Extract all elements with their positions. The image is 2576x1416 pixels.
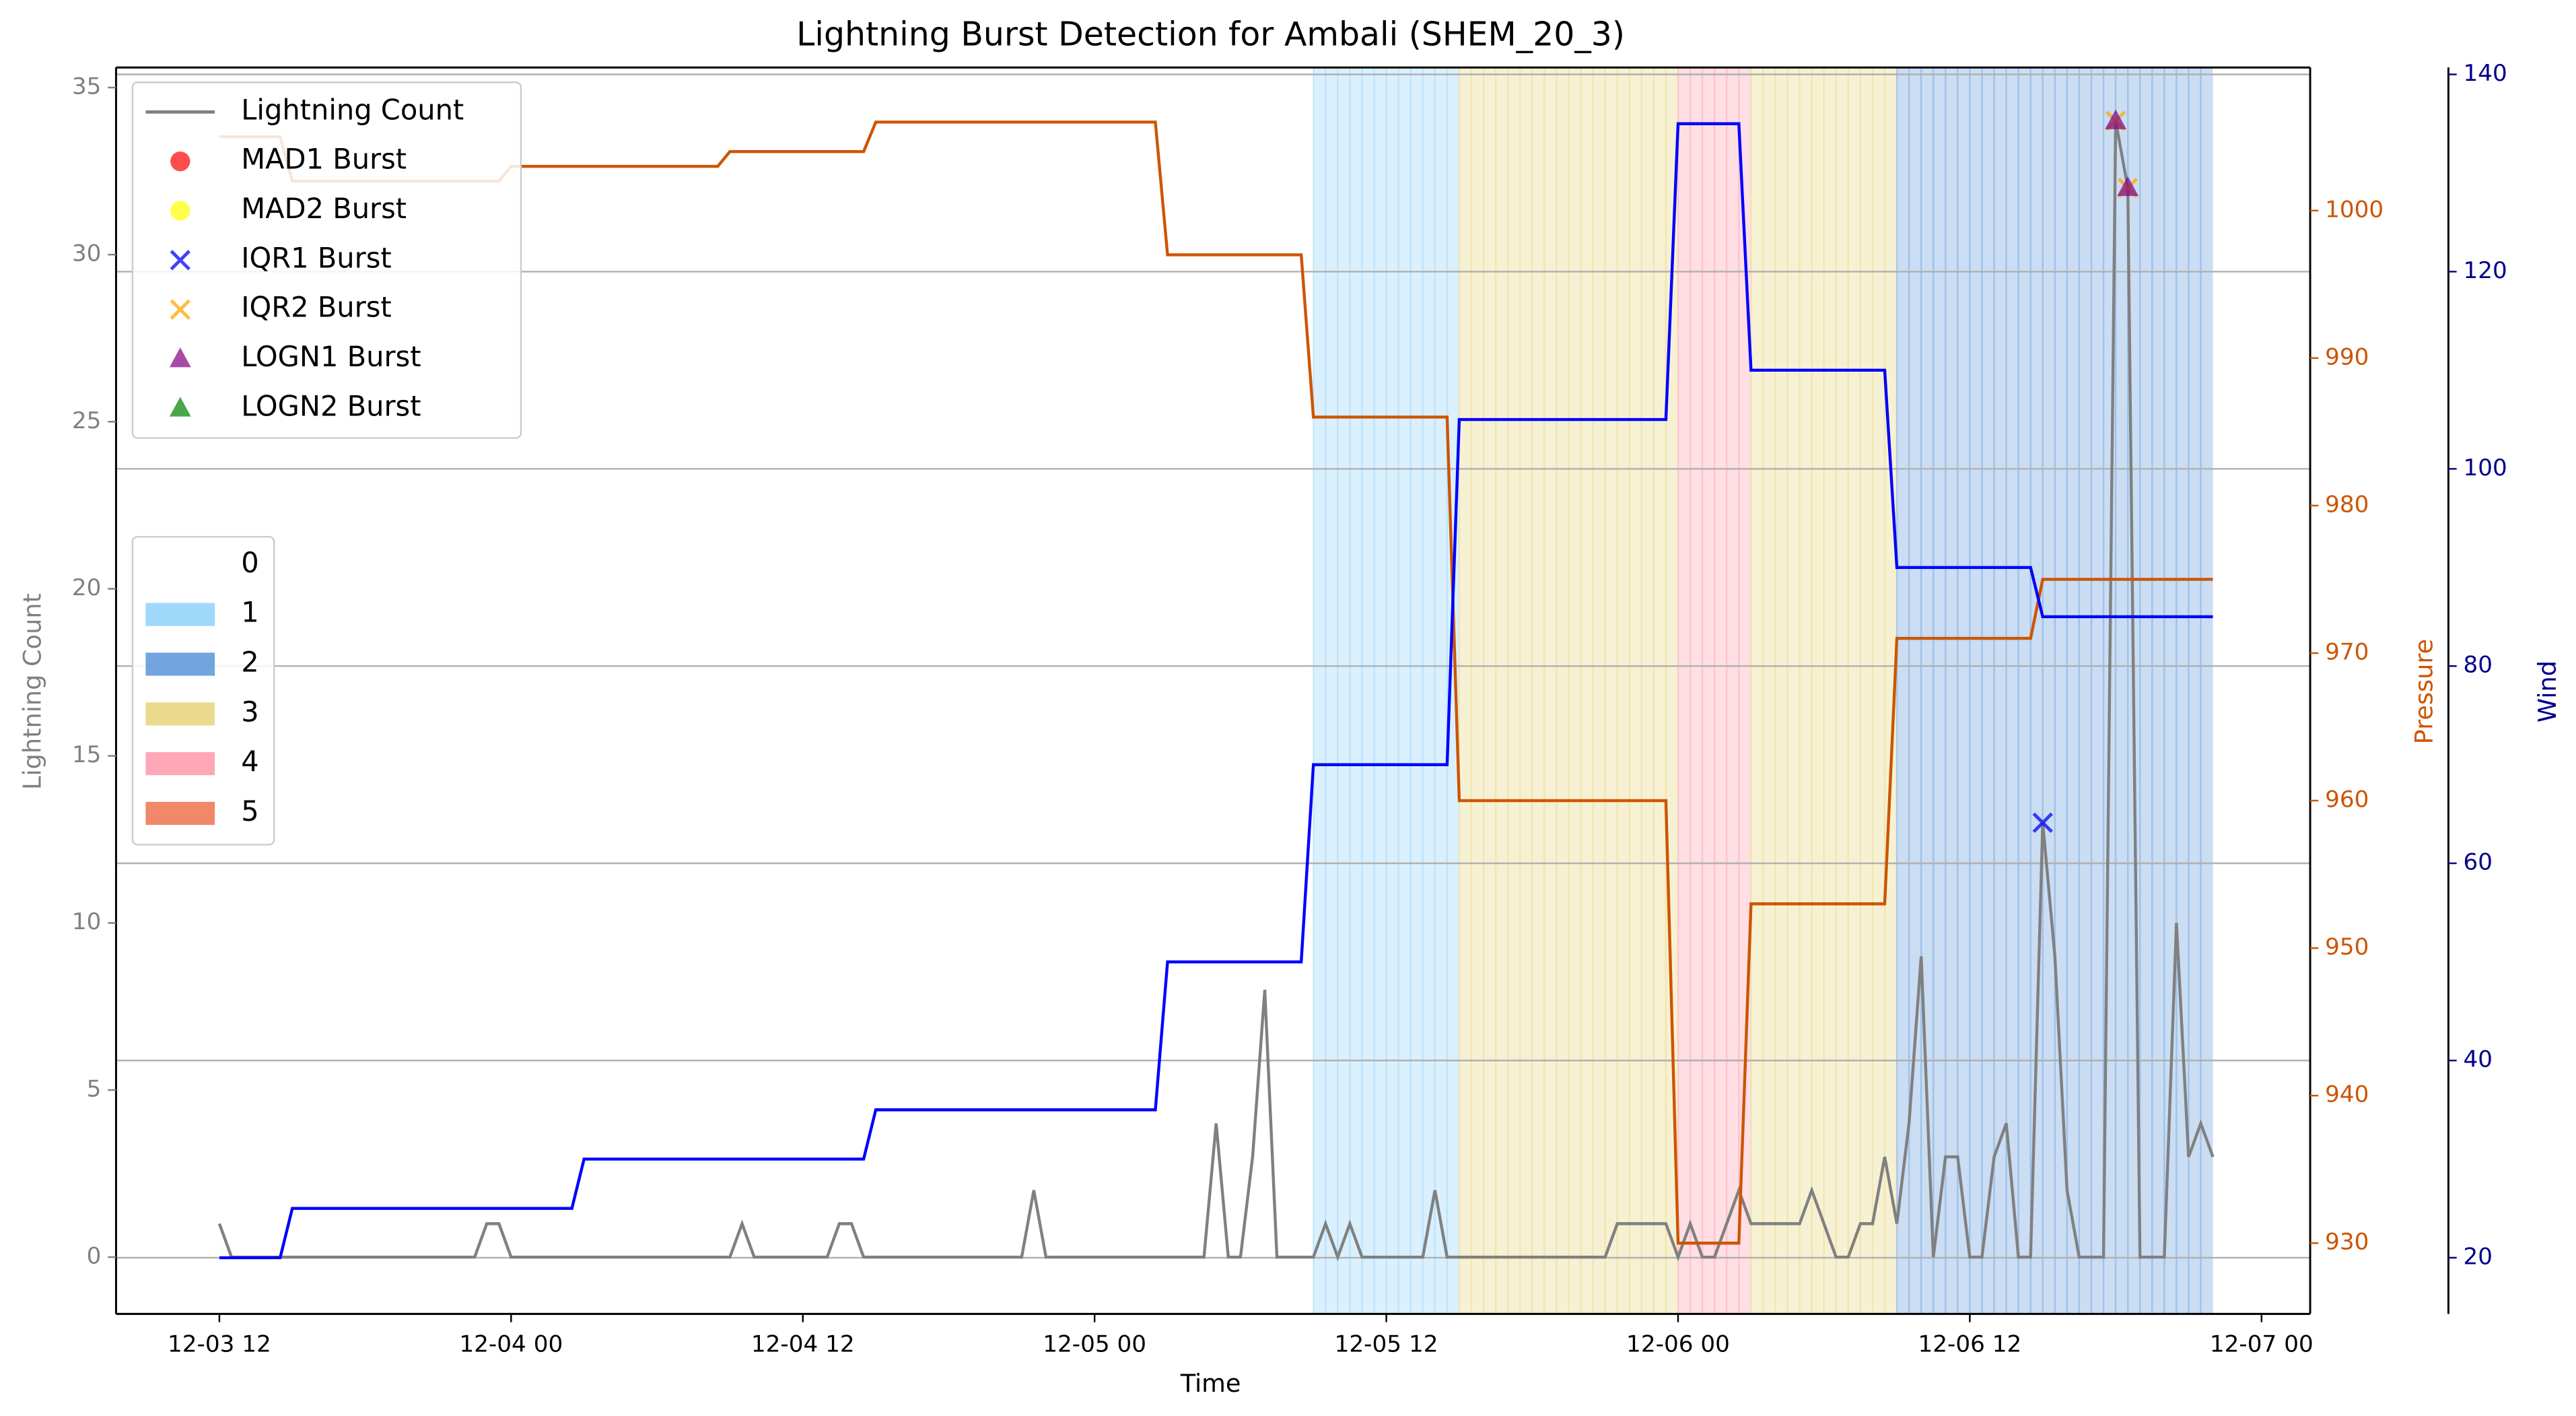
legend-label: 4 <box>241 745 258 778</box>
y-tick-label: 35 <box>72 73 102 100</box>
y-tick-label: 20 <box>72 574 102 601</box>
y3-tick-label: 40 <box>2463 1046 2493 1073</box>
y2-tick-label: 960 <box>2325 786 2369 813</box>
y-tick-label: 10 <box>72 908 102 935</box>
y2-tick-label: 930 <box>2325 1229 2369 1256</box>
y2-axis-label: Pressure <box>2410 639 2439 745</box>
category-band <box>1751 67 1898 1314</box>
legend-label: LOGN1 Burst <box>241 340 421 373</box>
legend-swatch <box>145 553 215 576</box>
y3-axis-label: Wind <box>2533 661 2562 722</box>
legend-swatch <box>145 801 215 825</box>
legend-label: MAD1 Burst <box>241 143 407 176</box>
x-tick-label: 12-03 12 <box>168 1330 271 1357</box>
legend-label: 1 <box>241 596 258 629</box>
chart-title: Lightning Burst Detection for Ambali (SH… <box>796 15 1625 53</box>
y3-tick-label: 80 <box>2463 652 2493 679</box>
legend-label: MAD2 Burst <box>241 192 407 225</box>
legend-swatch <box>169 397 191 417</box>
x-tick-label: 12-05 00 <box>1043 1330 1146 1357</box>
category-bands <box>1313 67 2213 1314</box>
legend-swatch <box>170 201 190 221</box>
legend-swatch <box>170 299 190 320</box>
x-tick-label: 12-04 00 <box>459 1330 563 1357</box>
x-axis-label: Time <box>1180 1369 1241 1398</box>
legend-swatch <box>145 652 215 676</box>
legend-swatch <box>170 250 190 271</box>
legend-swatch <box>145 603 215 626</box>
category-band <box>1677 67 1751 1314</box>
y2-tick-label: 980 <box>2325 491 2369 518</box>
y2-tick-label: 940 <box>2325 1081 2369 1108</box>
y3-tick-label: 120 <box>2463 257 2507 284</box>
category-band <box>1313 67 1459 1314</box>
y2-tick-label: 1000 <box>2325 196 2383 223</box>
category-band <box>1897 67 2213 1314</box>
legend-box <box>131 81 522 439</box>
y2-tick-label: 950 <box>2325 934 2369 961</box>
legend-swatch <box>145 752 215 776</box>
x-tick-label: 12-06 00 <box>1626 1330 1730 1357</box>
legend-label: LOGN2 Burst <box>241 389 421 422</box>
y-axis-label: Lightning Count <box>18 593 47 790</box>
y3-tick-label: 60 <box>2463 849 2493 876</box>
y-tick-label: 25 <box>72 407 102 434</box>
legend-swatch <box>170 151 190 172</box>
legend-label: IQR2 Burst <box>241 291 391 324</box>
legend-label: 0 <box>241 546 258 579</box>
y3-tick-label: 100 <box>2463 454 2507 481</box>
y2-tick-label: 970 <box>2325 638 2369 665</box>
x-tick-label: 12-07 00 <box>2210 1330 2313 1357</box>
legend-swatch <box>169 347 191 368</box>
y-tick-label: 0 <box>87 1243 102 1270</box>
legend-label: 5 <box>241 795 258 828</box>
category-legend: 0 1 2 3 4 5 <box>131 535 275 846</box>
burst-marker <box>2117 176 2139 197</box>
series-line <box>219 122 2213 1260</box>
burst-marker <box>2105 109 2127 129</box>
y3-tick-label: 140 <box>2463 60 2507 87</box>
x-tick-label: 12-04 12 <box>751 1330 855 1357</box>
x-tick-label: 12-05 12 <box>1335 1330 1438 1357</box>
legend-label: Lightning Count <box>241 93 464 126</box>
y-tick-label: 30 <box>72 240 102 267</box>
legend-label: 3 <box>241 695 258 728</box>
legend: Lightning Count MAD1 Burst MAD2 Burst IQR1 … <box>131 81 522 439</box>
x-tick-label: 12-06 12 <box>1918 1330 2021 1357</box>
y-tick-label: 15 <box>72 741 102 768</box>
burst-marker <box>2032 812 2053 834</box>
legend-label: 2 <box>241 645 258 678</box>
legend-label: IQR1 Burst <box>241 241 391 274</box>
y2-tick-label: 990 <box>2325 343 2369 370</box>
category-band <box>1459 67 1678 1314</box>
y3-tick-label: 20 <box>2463 1243 2493 1270</box>
legend-swatch <box>145 702 215 726</box>
y-tick-label: 5 <box>87 1075 102 1102</box>
